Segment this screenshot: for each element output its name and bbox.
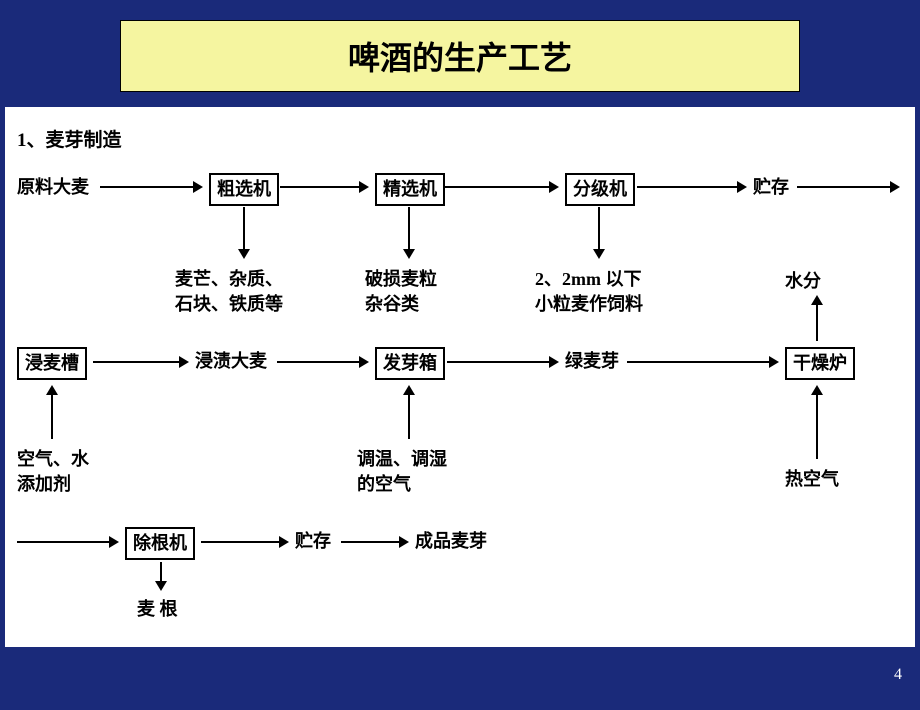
node-jingxuan: 精选机 bbox=[375, 173, 445, 206]
node-zhucun1: 贮存 bbox=[753, 175, 789, 200]
slide-title: 啤酒的生产工艺 bbox=[120, 20, 800, 92]
node-jinzi: 浸渍大麦 bbox=[195, 349, 267, 374]
node-waste2: 破损麦粒杂谷类 bbox=[365, 267, 437, 317]
node-shuifen: 水分 bbox=[785, 269, 821, 294]
node-zhucun2: 贮存 bbox=[295, 529, 331, 554]
node-fayaxiang: 发芽箱 bbox=[375, 347, 445, 380]
page-number: 4 bbox=[894, 666, 902, 684]
node-airwater: 空气、水添加剂 bbox=[17, 447, 89, 497]
node-raw: 原料大麦 bbox=[17, 175, 89, 200]
node-fenji: 分级机 bbox=[565, 173, 635, 206]
diagram-subtitle: 1、麦芽制造 bbox=[17, 125, 122, 152]
node-cuxuan: 粗选机 bbox=[209, 173, 279, 206]
node-chengpin: 成品麦芽 bbox=[415, 529, 487, 554]
node-ganzao: 干燥炉 bbox=[785, 347, 855, 380]
node-lvmaiya: 绿麦芽 bbox=[565, 349, 619, 374]
node-waste1: 麦芒、杂质、石块、铁质等 bbox=[175, 267, 283, 317]
node-chugen: 除根机 bbox=[125, 527, 195, 560]
node-waste3: 2、2mm 以下小粒麦作饲料 bbox=[535, 267, 643, 317]
node-rekongqi: 热空气 bbox=[785, 467, 839, 492]
node-jinmai: 浸麦槽 bbox=[17, 347, 87, 380]
flowchart-diagram: 1、麦芽制造 原料大麦粗选机精选机分级机贮存麦芒、杂质、石块、铁质等破损麦粒杂谷… bbox=[5, 107, 915, 647]
node-tiaowen: 调温、调湿的空气 bbox=[357, 447, 447, 497]
node-maigen: 麦 根 bbox=[137, 597, 178, 622]
